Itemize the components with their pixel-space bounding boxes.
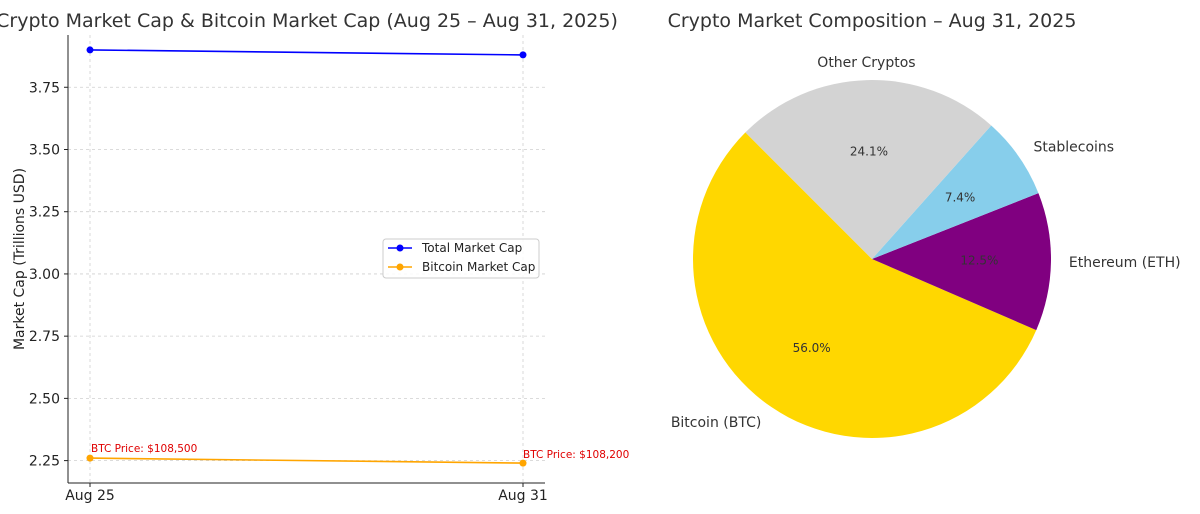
pie-slice-2 — [872, 125, 1039, 259]
y-tick-label: 2.50 — [29, 391, 60, 407]
legend-marker-total — [396, 244, 404, 252]
pie-slice-3 — [745, 80, 992, 259]
pie-slice-label-1: Ethereum (ETH) — [1069, 255, 1181, 271]
y-tick-label: 3.25 — [29, 205, 60, 221]
pie-slice-1 — [872, 193, 1051, 331]
series-layer — [86, 46, 527, 467]
y-tick-label: 3.75 — [29, 80, 60, 96]
y-tick-label: 3.50 — [29, 142, 60, 158]
x-tick-label: Aug 31 — [498, 488, 548, 504]
pie-slice-label-3: Other Cryptos — [817, 55, 915, 71]
pie-pct-label-2: 7.4% — [945, 191, 976, 205]
legend-marker-bitcoin — [396, 263, 404, 271]
btc-price-annotation-aug25: BTC Price: $108,500 — [91, 443, 197, 455]
pie-slice-label-0: Bitcoin (BTC) — [671, 415, 762, 431]
legend-label-bitcoin: Bitcoin Market Cap — [422, 260, 535, 274]
pie-slices — [692, 80, 1051, 439]
pie-percentage-labels: 56.0% 12.5% 7.4% 24.1% — [793, 145, 999, 355]
btc-price-annotation-aug31: BTC Price: $108,200 — [523, 449, 629, 461]
pie-chart: Crypto Market Composition – Aug 31, 2025… — [668, 10, 1181, 439]
line-chart-title: Crypto Market Cap & Bitcoin Market Cap (… — [0, 10, 618, 32]
x-tick-label: Aug 25 — [65, 488, 115, 504]
pie-pct-label-0: 56.0% — [793, 341, 831, 355]
legend-label-total: Total Market Cap — [421, 241, 522, 255]
x-tick-labels: Aug 25 Aug 31 — [65, 483, 548, 504]
y-tick-labels: 2.25 2.50 2.75 3.00 3.25 3.50 3.75 — [29, 80, 68, 470]
y-tick-label: 2.75 — [29, 329, 60, 345]
series-point-1-1 — [519, 459, 527, 467]
pie-pct-label-3: 24.1% — [850, 145, 888, 159]
pie-chart-title: Crypto Market Composition – Aug 31, 2025 — [668, 10, 1077, 32]
series-point-0-0 — [86, 46, 94, 54]
legend-box — [382, 238, 540, 279]
series-point-0-1 — [519, 51, 527, 59]
y-tick-label: 2.25 — [29, 454, 60, 470]
line-chart: Crypto Market Cap & Bitcoin Market Cap (… — [0, 10, 629, 504]
series-line-1 — [89, 457, 524, 464]
series-line-0 — [89, 49, 524, 56]
y-axis-label: Market Cap (Trillions USD) — [12, 168, 28, 350]
pie-slice-labels: Bitcoin (BTC) Ethereum (ETH) Stablecoins Ot… — [671, 55, 1181, 431]
pie-slice-0 — [692, 132, 1037, 439]
series-point-1-0 — [86, 454, 94, 462]
y-tick-label: 3.00 — [29, 267, 60, 283]
pie-slice-label-2: Stablecoins — [1033, 139, 1114, 155]
pie-pct-label-1: 12.5% — [960, 254, 998, 268]
legend: Total Market Cap Bitcoin Market Cap — [382, 238, 540, 279]
